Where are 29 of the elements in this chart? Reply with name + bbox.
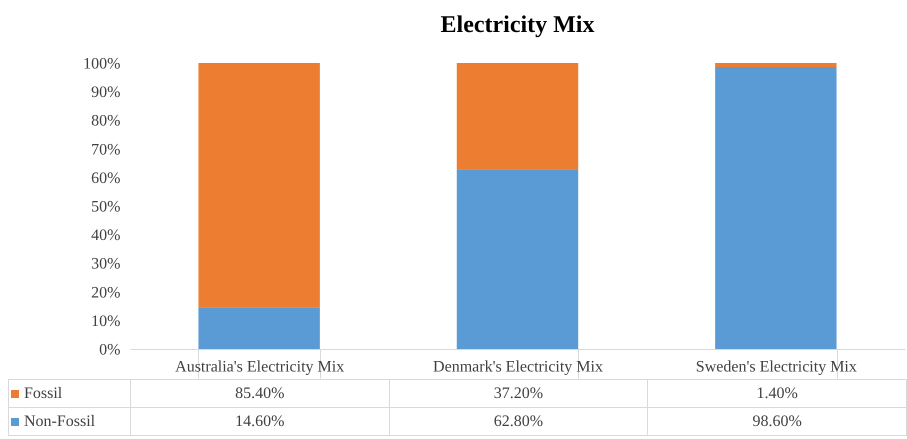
y-tick-label: 60% xyxy=(91,170,120,187)
data-label: 62.80% xyxy=(389,408,648,436)
chart-title: Electricity Mix xyxy=(440,12,594,38)
y-tick-label: 90% xyxy=(91,84,120,102)
bar xyxy=(456,169,578,349)
bar xyxy=(198,63,320,308)
x-tick-label: Sweden's Electricity Mix xyxy=(696,358,857,376)
y-tick-label: 0% xyxy=(99,342,120,358)
y-tick-label: 10% xyxy=(91,312,120,330)
bar xyxy=(715,63,837,68)
legend-label: Non-Fossil xyxy=(8,408,130,436)
y-tick-label: 70% xyxy=(91,141,120,158)
x-tick-label: Australia's Electricity Mix xyxy=(175,358,344,376)
bar xyxy=(456,63,578,170)
data-label: 37.20% xyxy=(389,380,648,408)
x-tick-label: Denmark's Electricity Mix xyxy=(433,358,603,376)
y-tick-label: 100% xyxy=(83,56,120,72)
bar xyxy=(715,67,837,349)
y-tick-label: 50% xyxy=(91,198,120,216)
data-label: 85.40% xyxy=(130,380,390,408)
data-label: 14.60% xyxy=(130,408,390,436)
data-label: 1.40% xyxy=(648,380,906,408)
legend-label: Fossil xyxy=(8,380,130,408)
data-label: 98.60% xyxy=(648,408,906,436)
y-tick-label: 40% xyxy=(91,227,120,244)
y-tick-label: 30% xyxy=(91,256,120,273)
bar xyxy=(198,307,320,349)
y-tick-label: 80% xyxy=(91,112,120,130)
y-tick-label: 20% xyxy=(91,284,120,302)
